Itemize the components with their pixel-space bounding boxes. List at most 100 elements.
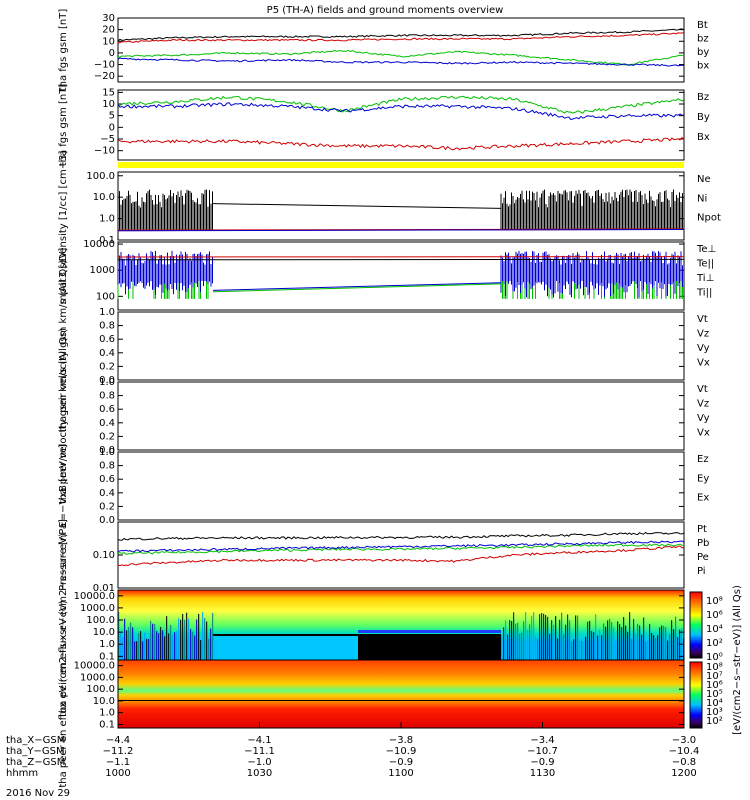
spectrogram-stripe [661,625,663,660]
x-tick-label: −10.4 [669,746,700,757]
y-tick-label: 0.6 [99,334,115,345]
spectrogram-stripe [122,637,124,660]
spectrogram-stripe [154,623,156,660]
series-line [117,102,685,121]
panel-5: 1.0 0.8 0.6 0.4 0.2 0.0 tha peir velocity gsm … [58,260,710,433]
spectrogram-stripe [210,628,212,660]
spectrogram-stripe [575,615,577,660]
spectrogram-stripe [511,620,513,660]
legend-entry: Pb [697,538,709,549]
colorbar-tick: 10³ [706,707,723,718]
spectrogram-stripe [515,623,517,660]
spectrogram-stripe [603,623,605,660]
spectrogram-stripe [120,632,122,660]
spectrogram-stripe [513,612,515,660]
x-tick-label: −0.9 [389,757,413,768]
spectrogram-stripe [208,638,210,660]
spectrogram-stripe [675,616,677,660]
spectrogram-stripe [152,623,154,660]
y-tick-label: 10.0 [93,192,115,203]
spectrogram-stripe [186,612,188,660]
spectrogram-stripe [206,621,208,660]
x-tick-label: 1200 [671,768,696,779]
y-tick-label: 100 [96,291,115,302]
colorbar-tick: 10⁵ [706,689,723,700]
y-tick-label: 0.0 [99,445,115,456]
spectrogram-stripe [198,613,200,660]
series-line [117,545,685,567]
colorbar-tick: 10⁷ [706,671,723,682]
spectrogram-stripe [537,638,539,660]
y-tick-label: 1.0 [99,307,115,318]
spectrogram-stripe [533,612,535,660]
panel-frame [117,89,685,161]
panel-8: 0.10 0.01 Pressure [nPa] Pt Pb Pe Pi [58,519,709,594]
x-tick-label: −0.8 [672,757,696,768]
y-tick-label: 10.0 [93,627,115,638]
y-axis-label: E=−VxB [mV/m] [58,444,69,527]
legend-entry: By [697,112,710,123]
spectrogram-stripe [126,630,128,660]
x-tick-label: −0.9 [530,757,554,768]
spectrogram-stripe [657,635,659,660]
y-tick-label: 1.0 [99,447,115,458]
spectrogram-stripe [162,630,164,660]
legend-entry: Vt [697,314,708,325]
spectrogram-bg [118,660,684,728]
spectrogram-stripe [130,622,132,660]
spectrogram-stripe [170,624,172,660]
y-tick-label: 0.8 [99,391,115,402]
x-tick-label: −11.2 [103,746,134,757]
legend-entry: Bx [697,132,710,143]
colorbar-upper [689,591,703,659]
x-tick-label: −4.1 [247,735,271,746]
colorbar-tick: 10⁰ [706,652,723,663]
series-line [117,136,685,151]
spectrogram-stripe [585,636,587,660]
x-tick-label: −11.1 [244,746,275,757]
density-line [212,203,502,209]
y-tick-label: 0.2 [99,361,115,372]
spectrogram-stripe [555,616,557,660]
y-axis-label: tha peer velocity gsm km/s (All Qs) [58,328,69,504]
spectrogram-stripe [611,622,613,660]
colorbar-tick: 10² [706,716,723,727]
x-row-name: tha_Y−GSM [6,746,65,757]
y-axis-label: tha peir velocity gsm km/s (All Qs) [58,260,69,433]
panel-frame [117,17,685,83]
spectrogram-stripe [527,630,529,660]
spectrogram-stripe [142,641,144,660]
legend-entry: Pt [697,524,707,535]
panel-7: 1.0 0.8 0.6 0.4 0.2 0.0 E=−VxB [mV/m] Ez Ey Ex [58,444,709,527]
y-tick-label: 1.0 [99,708,115,719]
x-row-name: hhmm [6,768,38,779]
spectrogram-stripe [144,632,146,660]
spectrogram-stripe [631,639,633,660]
quality-flag-bar [118,162,684,168]
y-tick-label: 0.01 [93,583,115,594]
legend-entry: Npot [697,213,721,224]
spectrogram-stripe [202,612,204,660]
spectrogram-stripe [625,625,627,660]
panel-6: 1.0 0.8 0.6 0.4 0.2 0.0 tha peer velocity gsm … [58,328,710,504]
spectrogram-stripe [503,627,505,660]
spectrogram-band [213,642,358,660]
spectrogram-stripe [643,617,645,660]
legend-entry: Ti|| [696,288,712,299]
spectrogram-stripe [623,617,625,660]
spectrogram-stripe [635,634,637,660]
legend-entry: Vy [697,343,710,354]
x-tick-label: −3.8 [389,735,413,746]
spectrogram-stripe [138,633,140,660]
spectrogram-stripe [667,640,669,660]
y-tick-label: 0.1 [99,651,115,662]
y-tick-label: 10000.0 [74,591,115,602]
spectrogram-stripe [531,615,533,660]
spectrogram-stripe [607,620,609,660]
series-line [117,31,685,44]
spectrogram-stripe [577,615,579,660]
y-tick-label: 1.0 [99,639,115,650]
